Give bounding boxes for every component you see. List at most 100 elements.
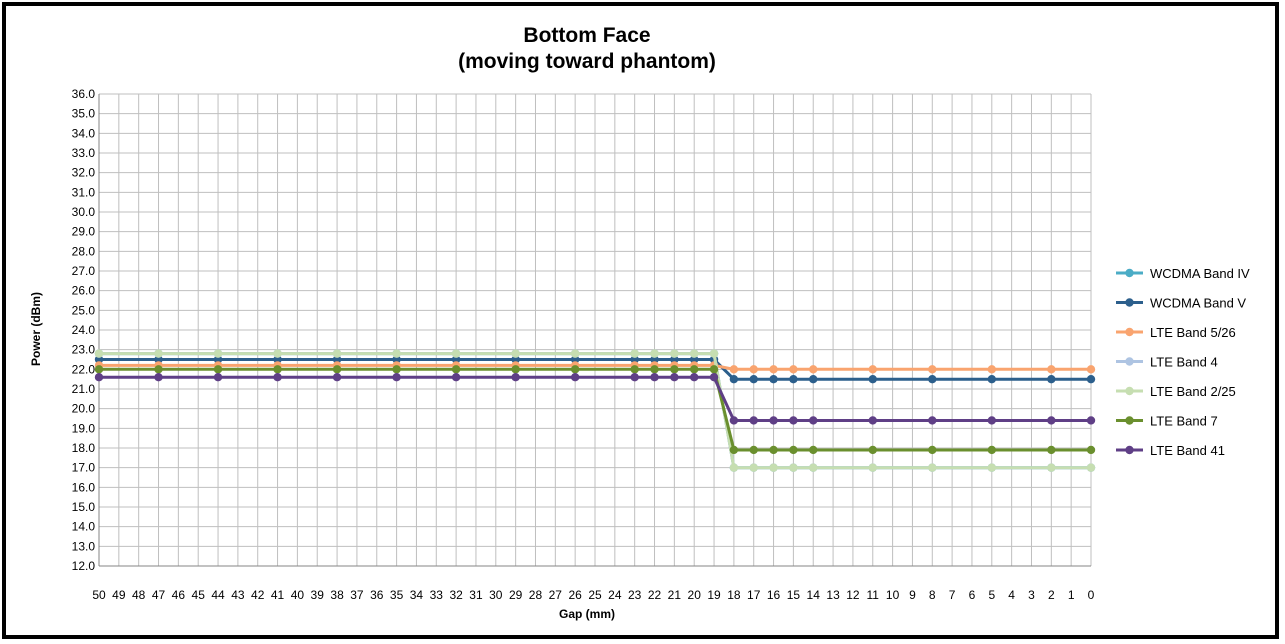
data-point bbox=[690, 355, 699, 364]
data-point bbox=[392, 373, 401, 382]
data-point bbox=[511, 373, 520, 382]
data-point bbox=[154, 365, 163, 374]
data-point bbox=[670, 373, 679, 382]
data-point bbox=[670, 365, 679, 374]
y-tick-label: 23.0 bbox=[72, 343, 96, 357]
data-point bbox=[690, 365, 699, 374]
data-point bbox=[928, 445, 937, 455]
x-tick-label: 1 bbox=[1068, 588, 1075, 602]
y-tick-label: 29.0 bbox=[72, 225, 96, 239]
data-point bbox=[729, 416, 739, 425]
data-point bbox=[650, 349, 659, 358]
data-point bbox=[630, 355, 639, 364]
series-lte-band-41 bbox=[94, 373, 1096, 425]
legend-label: LTE Band 5/26 bbox=[1150, 325, 1236, 340]
data-point bbox=[273, 365, 282, 374]
data-point bbox=[1047, 374, 1056, 384]
series-line bbox=[99, 363, 1091, 371]
data-point bbox=[789, 463, 798, 472]
x-tick-label: 12 bbox=[846, 588, 860, 602]
data-point bbox=[749, 463, 758, 472]
y-tick-label: 27.0 bbox=[72, 264, 96, 278]
x-tick-label: 43 bbox=[231, 588, 245, 602]
y-tick-label: 33.0 bbox=[72, 146, 96, 160]
x-tick-label: 45 bbox=[192, 588, 206, 602]
data-point bbox=[1086, 374, 1096, 384]
y-tick-label: 26.0 bbox=[72, 284, 96, 298]
data-point bbox=[1086, 416, 1096, 425]
data-point bbox=[729, 445, 739, 455]
data-point bbox=[392, 365, 401, 374]
data-point bbox=[1086, 463, 1096, 472]
data-point bbox=[749, 374, 758, 384]
data-point bbox=[868, 416, 877, 425]
data-point bbox=[928, 416, 937, 425]
y-tick-label: 13.0 bbox=[72, 539, 96, 553]
data-point bbox=[511, 355, 520, 364]
data-point bbox=[213, 349, 223, 358]
legend-item: LTE Band 4 bbox=[1116, 355, 1218, 370]
y-tick-label: 12.0 bbox=[72, 559, 96, 573]
data-point bbox=[650, 373, 659, 382]
y-tick-label: 31.0 bbox=[72, 185, 96, 199]
data-point bbox=[809, 416, 818, 425]
data-point bbox=[749, 416, 758, 425]
y-tick-label: 36.0 bbox=[72, 87, 96, 101]
x-tick-label: 22 bbox=[648, 588, 662, 602]
x-tick-label: 20 bbox=[688, 588, 702, 602]
x-tick-label: 29 bbox=[509, 588, 523, 602]
y-tick-label: 25.0 bbox=[72, 303, 96, 317]
data-point bbox=[809, 463, 818, 472]
legend-label: LTE Band 4 bbox=[1150, 355, 1218, 370]
x-tick-label: 2 bbox=[1048, 588, 1055, 602]
data-point bbox=[1086, 445, 1096, 455]
legend-item: WCDMA Band V bbox=[1116, 296, 1246, 311]
x-tick-label: 26 bbox=[568, 588, 582, 602]
data-point bbox=[451, 355, 461, 364]
y-tick-label: 21.0 bbox=[72, 382, 96, 396]
chart-title: Bottom Face bbox=[523, 24, 650, 47]
legend-item: LTE Band 7 bbox=[1116, 414, 1218, 429]
data-point bbox=[709, 349, 719, 358]
data-point bbox=[868, 374, 877, 384]
x-tick-label: 17 bbox=[747, 588, 761, 602]
data-point bbox=[789, 416, 798, 425]
x-tick-label: 50 bbox=[92, 588, 106, 602]
data-point bbox=[273, 349, 282, 358]
x-tick-label: 14 bbox=[807, 588, 821, 602]
y-tick-label: 34.0 bbox=[72, 126, 96, 140]
y-tick-label: 22.0 bbox=[72, 362, 96, 376]
x-tick-label: 10 bbox=[886, 588, 900, 602]
series-lte-band-2-25 bbox=[94, 349, 1096, 472]
x-tick-label: 32 bbox=[449, 588, 463, 602]
data-point bbox=[749, 445, 758, 455]
data-point bbox=[392, 355, 401, 364]
data-point bbox=[213, 365, 223, 374]
data-point bbox=[670, 349, 679, 358]
data-point bbox=[392, 349, 401, 358]
x-tick-label: 46 bbox=[172, 588, 186, 602]
data-point bbox=[650, 365, 659, 374]
data-point bbox=[809, 374, 818, 384]
x-axis-title: Gap (mm) bbox=[559, 607, 615, 621]
legend: WCDMA Band IV WCDMA Band V LTE Band 5/26 LT… bbox=[1116, 266, 1250, 458]
data-point bbox=[630, 365, 639, 374]
x-tick-label: 16 bbox=[767, 588, 781, 602]
x-tick-label: 35 bbox=[390, 588, 404, 602]
series-line bbox=[99, 358, 1091, 381]
legend-label: WCDMA Band IV bbox=[1150, 266, 1250, 281]
y-tick-label: 18.0 bbox=[72, 441, 96, 455]
data-point bbox=[451, 365, 461, 374]
data-point bbox=[670, 355, 679, 364]
y-axis-title: Power (dBm) bbox=[29, 292, 43, 366]
data-point bbox=[789, 374, 798, 384]
series-line bbox=[99, 375, 1091, 422]
data-point bbox=[749, 365, 758, 374]
y-tick-label: 20.0 bbox=[72, 402, 96, 416]
data-point bbox=[94, 373, 104, 382]
x-tick-label: 23 bbox=[628, 588, 642, 602]
data-point bbox=[1047, 416, 1056, 425]
x-tick-label: 39 bbox=[311, 588, 325, 602]
data-point bbox=[868, 445, 877, 455]
